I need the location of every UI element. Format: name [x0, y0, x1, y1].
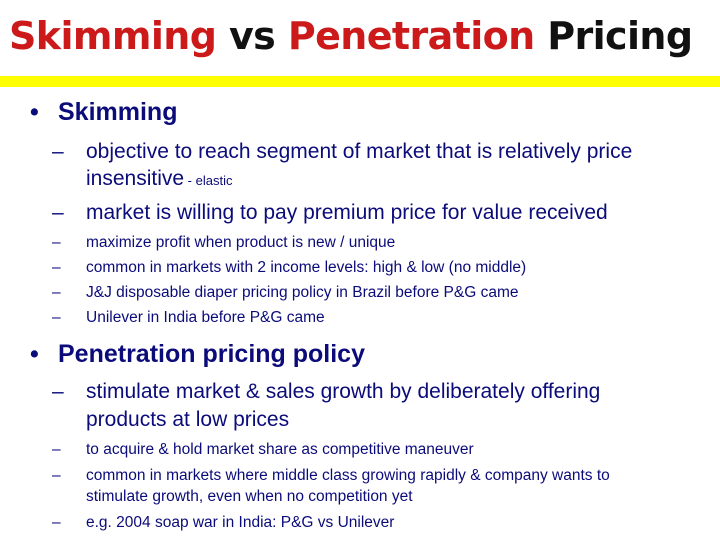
dash-icon: – [52, 441, 61, 458]
dash-icon: – [52, 259, 61, 276]
skimming-point-1-line2: insensitive [86, 167, 185, 190]
penetration-detail-3-text: e.g. 2004 soap war in India: P&G vs Unil… [86, 514, 395, 531]
skimming-point-1-line1: objective to reach segment of market tha… [86, 140, 633, 163]
dash-icon: – [52, 514, 61, 531]
title-word-skimming: Skimming [9, 14, 217, 58]
skimming-point-1-line2-wrap: insensitive - elastic [86, 165, 232, 194]
dash-icon: – [52, 140, 64, 163]
dash-icon: – [52, 234, 61, 251]
penetration-detail-2-line2: stimulate growth, even when no competiti… [86, 488, 413, 505]
dash-icon: – [52, 309, 61, 326]
title-word-penetration: Penetration [287, 14, 535, 58]
dash-icon: – [52, 284, 61, 301]
title-underline-bar [0, 76, 720, 87]
dash-icon: – [52, 467, 61, 484]
bullet-icon: • [30, 98, 39, 126]
skimming-point-2-line1: market is willing to pay premium price f… [86, 201, 608, 224]
penetration-detail-1-text: to acquire & hold market share as compet… [86, 441, 474, 458]
penetration-detail-2-line1: common in markets where middle class gro… [86, 467, 610, 484]
skimming-detail-2-text: common in markets with 2 income levels: … [86, 259, 527, 276]
slide-title: Skimming vs Penetration Pricing [9, 14, 693, 58]
bullet-icon: • [30, 340, 39, 368]
skimming-detail-3-text: J&J disposable diaper pricing policy in … [86, 284, 519, 301]
skimming-detail-1-text: maximize profit when product is new / un… [86, 234, 396, 251]
dash-icon: – [52, 380, 64, 403]
penetration-point-1-line2: products at low prices [86, 408, 290, 431]
skimming-detail-4-text: Unilever in India before P&G came [86, 309, 325, 326]
title-word-vs: vs [228, 14, 276, 58]
skimming-point-1-note: - elastic [184, 173, 233, 188]
dash-icon: – [52, 201, 64, 224]
skimming-heading: Skimming [58, 98, 178, 126]
penetration-heading: Penetration pricing policy [58, 340, 365, 368]
title-word-pricing: Pricing [547, 14, 693, 58]
penetration-point-1-line1: stimulate market & sales growth by delib… [86, 380, 601, 403]
